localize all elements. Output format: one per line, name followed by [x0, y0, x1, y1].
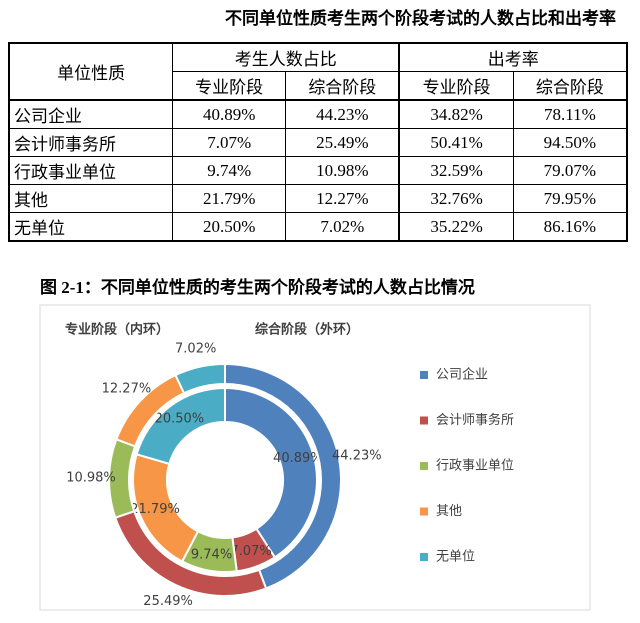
data-cell: 12.27% — [285, 184, 401, 213]
table-row: 其他 21.79% 12.27% 32.76% 79.95% — [8, 184, 628, 213]
legend-label: 无单位 — [436, 550, 475, 565]
data-cell: 7.02% — [285, 212, 401, 242]
legend-swatch — [420, 507, 428, 516]
table-row: 无单位 20.50% 7.02% 35.22% 86.16% — [8, 212, 628, 242]
table: 单位性质 考生人数占比 出考率 专业阶段 综合阶段 专业阶段 综合阶段 公司企业 40.89% 4… — [8, 42, 628, 242]
legend-label: 公司企业 — [436, 367, 488, 383]
legend-swatch — [420, 553, 428, 561]
data-label: 7.02% — [175, 342, 216, 357]
legend-swatch — [420, 371, 428, 379]
legend-label: 行政事业单位 — [436, 459, 514, 474]
data-cell: 94.50% — [512, 128, 628, 157]
legend-swatch — [420, 416, 428, 425]
data-cell: 44.23% — [285, 99, 401, 129]
data-cell: 79.95% — [512, 184, 628, 213]
table-row: 单位性质 考生人数占比 出考率 — [8, 42, 628, 101]
table-title: 不同单位性质考生两个阶段考试的人数占比和出考率 — [225, 9, 616, 28]
data-cell: 34.82% — [398, 99, 514, 129]
data-label: 20.50% — [155, 412, 205, 427]
data-label: 21.79% — [130, 502, 180, 517]
table-row: 专业阶段 综合阶段 专业阶段 综合阶段 — [9, 71, 628, 101]
header-cell: 综合阶段 — [285, 71, 401, 101]
row-label: 其他 — [8, 184, 174, 213]
data-cell: 21.79% — [172, 184, 287, 213]
chart-title: 图 2-1：不同单位性质的考生两个阶段考试的人数占比情况 — [40, 278, 475, 297]
header-cell: 专业阶段 — [398, 71, 514, 101]
donut-segment — [174, 362, 226, 395]
data-label: 12.27% — [102, 382, 152, 397]
chart-frame — [39, 304, 591, 611]
row-label: 无单位 — [8, 212, 174, 242]
data-label: 44.23% — [332, 448, 382, 463]
data-label: 10.98% — [66, 471, 116, 486]
donut-segment — [224, 386, 318, 559]
row-label: 公司企业 — [8, 99, 174, 129]
data-cell: 10.98% — [285, 156, 401, 185]
legend-title: 综合阶段（外环） — [255, 322, 359, 338]
data-cell: 86.16% — [512, 212, 628, 242]
data-label: 40.89% — [273, 451, 323, 466]
data-cell: 20.50% — [172, 212, 287, 242]
row-label: 行政事业单位 — [8, 156, 174, 185]
data-cell: 79.07% — [512, 156, 628, 185]
data-cell: 40.89% — [172, 99, 287, 129]
legend-swatch — [420, 462, 428, 470]
data-label: 9.74% — [191, 547, 232, 562]
header-cell: 单位性质 — [8, 42, 174, 101]
table-row: 行政事业单位 9.74% 10.98% 32.59% 79.07% — [8, 156, 628, 185]
data-cell: 25.49% — [285, 128, 401, 157]
header-cell: 考生人数占比 — [172, 42, 401, 72]
data-cell: 78.11% — [512, 99, 628, 129]
table-row: 公司企业 40.89% 44.23% 34.82% 78.11% — [8, 99, 628, 129]
table-row: 会计师事务所 7.07% 25.49% 50.41% 94.50% — [8, 128, 628, 157]
donut-segment — [135, 386, 226, 466]
legend-title: 专业阶段（内环） — [65, 322, 169, 338]
data-label: 25.49% — [143, 594, 193, 609]
legend-label: 会计师事务所 — [436, 412, 514, 428]
data-cell: 50.41% — [398, 128, 514, 157]
data-cell: 32.76% — [398, 184, 514, 213]
row-label: 会计师事务所 — [8, 128, 174, 157]
legend-label: 其他 — [436, 504, 462, 519]
data-cell: 35.22% — [398, 212, 514, 242]
header-cell: 综合阶段 — [512, 71, 628, 101]
header-cell: 出考率 — [398, 42, 628, 72]
data-label: 7.07% — [230, 544, 271, 559]
